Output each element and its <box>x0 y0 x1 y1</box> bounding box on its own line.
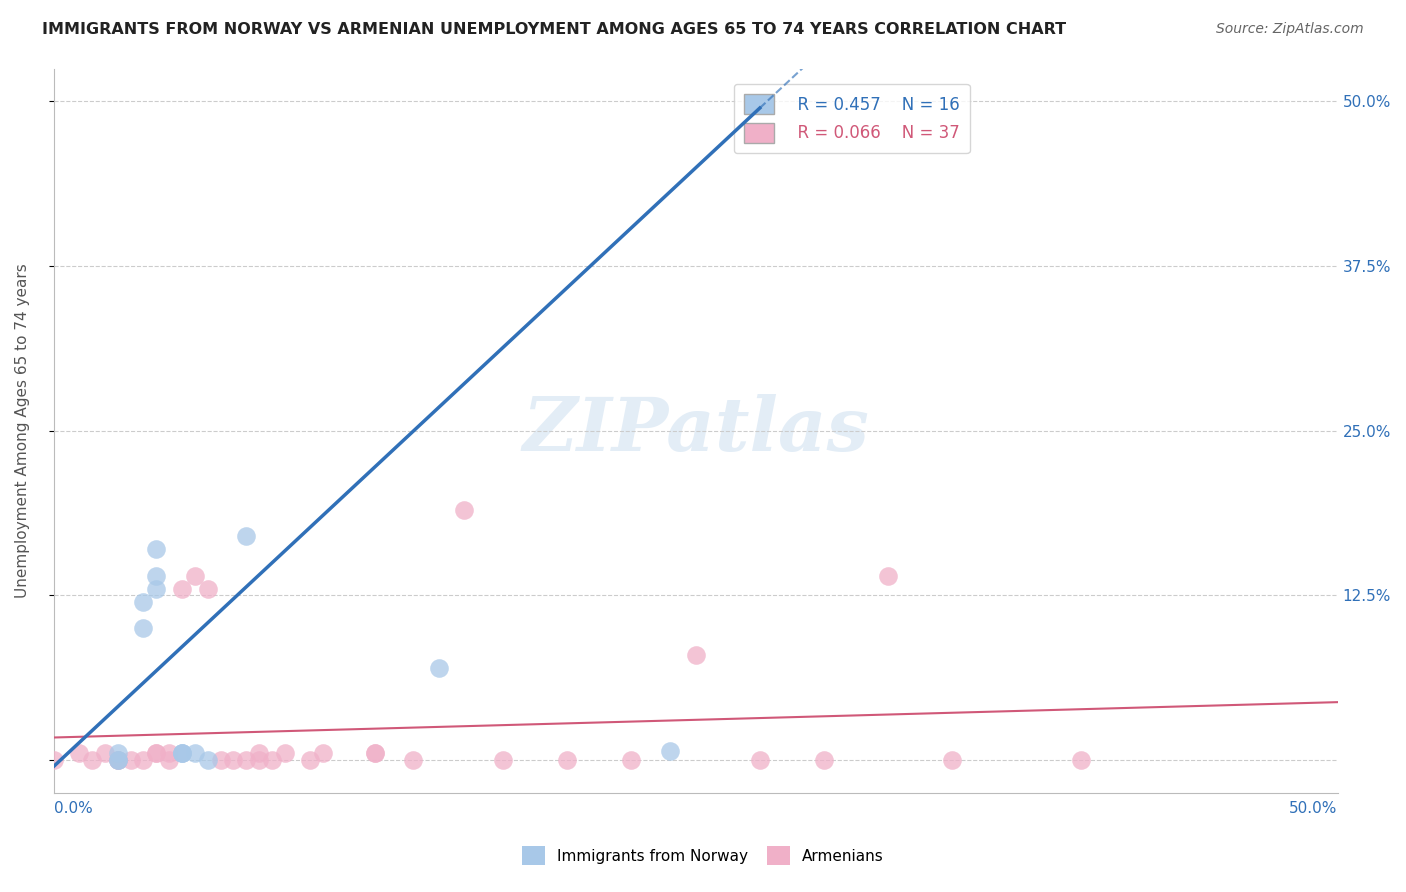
Point <box>184 747 207 761</box>
Point <box>877 568 900 582</box>
Point <box>145 582 167 596</box>
Point <box>145 568 167 582</box>
Point <box>107 753 129 767</box>
Point <box>620 753 643 767</box>
Point <box>427 661 450 675</box>
Point <box>197 753 219 767</box>
Point <box>170 582 193 596</box>
Text: Source: ZipAtlas.com: Source: ZipAtlas.com <box>1216 22 1364 37</box>
Point <box>402 753 425 767</box>
Point <box>145 747 167 761</box>
Point <box>453 502 475 516</box>
Text: ZIPatlas: ZIPatlas <box>522 394 869 467</box>
Point <box>145 747 167 761</box>
Point <box>42 753 65 767</box>
Point <box>658 744 681 758</box>
Text: IMMIGRANTS FROM NORWAY VS ARMENIAN UNEMPLOYMENT AMONG AGES 65 TO 74 YEARS CORREL: IMMIGRANTS FROM NORWAY VS ARMENIAN UNEMP… <box>42 22 1066 37</box>
Point <box>555 753 578 767</box>
Point <box>170 747 193 761</box>
Point <box>132 753 155 767</box>
Point <box>67 747 90 761</box>
Point <box>132 595 155 609</box>
Legend:   R = 0.457    N = 16,   R = 0.066    N = 37: R = 0.457 N = 16, R = 0.066 N = 37 <box>734 84 970 153</box>
Point <box>274 747 297 761</box>
Point <box>157 747 180 761</box>
Point <box>82 753 104 767</box>
Point <box>363 747 385 761</box>
Point <box>184 568 207 582</box>
Point <box>107 747 129 761</box>
Point <box>299 753 322 767</box>
Point <box>197 582 219 596</box>
Point <box>247 747 270 761</box>
Point <box>492 753 515 767</box>
Point <box>170 747 193 761</box>
Point <box>748 753 770 767</box>
Point <box>170 747 193 761</box>
Point <box>260 753 283 767</box>
Point <box>157 753 180 767</box>
Point <box>107 753 129 767</box>
Point <box>107 753 129 767</box>
Point <box>363 747 385 761</box>
Point <box>120 753 142 767</box>
Point <box>145 542 167 557</box>
Point <box>312 747 335 761</box>
Point <box>94 747 117 761</box>
Point <box>247 753 270 767</box>
Point <box>222 753 245 767</box>
Point <box>235 529 257 543</box>
Point <box>813 753 835 767</box>
Point <box>209 753 232 767</box>
Text: 0.0%: 0.0% <box>53 801 93 815</box>
Point <box>1070 753 1092 767</box>
Point <box>685 648 707 662</box>
Legend: Immigrants from Norway, Armenians: Immigrants from Norway, Armenians <box>516 840 890 871</box>
Point <box>941 753 963 767</box>
Point <box>107 753 129 767</box>
Text: 50.0%: 50.0% <box>1289 801 1337 815</box>
Point <box>235 753 257 767</box>
Y-axis label: Unemployment Among Ages 65 to 74 years: Unemployment Among Ages 65 to 74 years <box>15 263 30 598</box>
Point <box>132 621 155 635</box>
